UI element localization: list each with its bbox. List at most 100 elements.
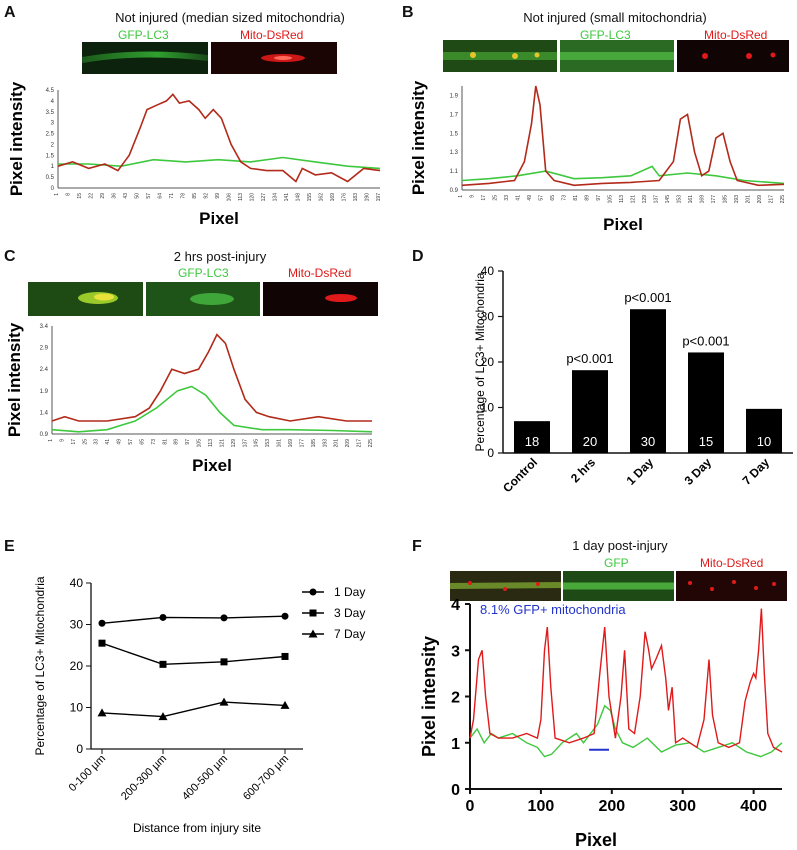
point-square: [159, 660, 167, 668]
x-tick-label: 201: [334, 439, 340, 448]
x-tick-label: 134: [273, 193, 279, 202]
y-tick-label: 1.3: [450, 150, 459, 156]
point-circle: [98, 619, 106, 627]
y-tick-label: 30: [70, 618, 84, 632]
x-tick-label: 169: [288, 439, 294, 448]
x-tick-label: 17: [481, 195, 487, 201]
y-tick-label: 1.5: [46, 153, 55, 159]
x-tick-label: 25: [82, 439, 88, 445]
chart-b: 0.9 1.1 1.3 1.5 1.7 1.9 1 9 17 25 33 41 49 57 65 73 81 89…: [409, 80, 786, 230]
category-label: 2 hrs: [568, 455, 598, 485]
category-label: Control: [500, 455, 540, 495]
y-tick-label: 3.5: [46, 110, 55, 116]
panel-b-mito-caption: Mito-DsRed: [704, 28, 768, 42]
bar-1-day: [630, 309, 666, 453]
gfp-annotation: 8.1% GFP+ mitochondria: [480, 602, 626, 617]
x-tick-label: 129: [231, 439, 237, 448]
chart-f: 0 1 2 3 4 0 100 200 300 400 8.1% GFP+ mitochondria…: [419, 598, 783, 850]
bar-count-label: 20: [583, 434, 597, 449]
x-tick-label: 1: [54, 193, 60, 196]
x-tick-label: 209: [757, 195, 763, 204]
x-tick-label: 41: [516, 195, 522, 201]
y-axis-label: Pixel intensity: [7, 81, 26, 196]
x-tick-label: 50: [135, 193, 141, 199]
panel-a-gfp-caption: GFP-LC3: [118, 28, 169, 42]
x-tick-label: 185: [723, 195, 729, 204]
legend-marker-triangle: [308, 629, 318, 638]
category-label: 200-300 µm: [119, 753, 169, 803]
line-mito-dsred: [57, 93, 381, 183]
panel-a-mito-caption: Mito-DsRed: [240, 28, 304, 42]
x-tick-label: 85: [192, 193, 198, 199]
x-tick-label: 153: [265, 439, 271, 448]
point-circle: [159, 613, 167, 621]
x-tick-label: 145: [254, 439, 260, 448]
x-tick-label: 161: [277, 439, 283, 448]
y-tick-label: 1.5: [450, 131, 459, 137]
panel-b-merge-micrograph: [443, 40, 557, 72]
point-triangle: [158, 712, 168, 721]
y-tick-label: 0: [487, 446, 494, 460]
x-tick-label: 201: [746, 195, 752, 204]
y-tick-label: 30: [481, 310, 495, 324]
x-tick-label: 9: [59, 439, 65, 442]
x-tick-label: 8: [66, 193, 72, 196]
x-tick-label: 113: [208, 439, 214, 447]
y-tick-label: 1.4: [40, 410, 49, 416]
x-tick-label: 64: [158, 193, 164, 199]
panel-f-title: 1 day post-injury: [572, 538, 668, 553]
x-tick-label: 197: [376, 193, 382, 202]
x-tick-label: 193: [734, 195, 740, 204]
y-tick-label: 4: [451, 598, 460, 614]
panel-label-e: E: [4, 538, 15, 555]
chart-d: 0 10 20 30 40 18 Control 20 p<0.001 2 hrs 30 p<0.00…: [473, 264, 793, 495]
y-tick-label: 20: [70, 659, 84, 673]
y-tick-label: 0: [51, 186, 55, 192]
legend-label: 3 Day: [334, 606, 365, 620]
point-square: [281, 652, 289, 660]
y-tick-label: 2.5: [46, 132, 55, 138]
x-tick-label: 153: [677, 195, 683, 204]
x-tick-label: 121: [631, 195, 637, 204]
y-axis-label: Pixel intensity: [409, 80, 428, 195]
line-mito-dsred: [469, 608, 783, 753]
x-tick-label: 33: [504, 195, 510, 201]
chart-e: 0 10 20 30 40 0-100 µm 200-300 µm 400-500 µm 600…: [33, 576, 365, 835]
x-tick-label: 148: [296, 193, 302, 202]
y-tick-label: 0: [451, 782, 460, 799]
panel-b-mito-micrograph: [677, 40, 789, 72]
panel-label-c: C: [4, 248, 16, 265]
panel-c-mito-caption: Mito-DsRed: [288, 266, 352, 280]
panel-c-merge-micrograph: [28, 282, 143, 316]
bar-count-label: 18: [525, 434, 539, 449]
category-label: 400-500 µm: [180, 753, 230, 803]
panel-label-f: F: [412, 538, 422, 555]
line-mito-dsred: [461, 85, 785, 187]
x-tick-label: 65: [550, 195, 556, 201]
x-tick-label: 57: [539, 195, 545, 201]
y-tick-label: 3.4: [40, 324, 49, 330]
x-tick-label: 1: [48, 439, 54, 442]
x-tick-label: 177: [711, 195, 717, 204]
panel-a-mito-micrograph: [211, 42, 337, 74]
category-label: 7 Day: [740, 455, 773, 488]
panel-f-merge-micrograph: [450, 571, 561, 601]
legend-label: 1 Day: [334, 585, 365, 599]
line-3-day: [101, 642, 286, 666]
panel-b-gfp-micrograph: [560, 40, 674, 72]
y-tick-label: 2: [51, 142, 55, 148]
y-tick-label: 1: [451, 736, 460, 753]
x-tick-label: 300: [669, 798, 696, 815]
x-tick-label: 145: [665, 195, 671, 204]
x-tick-label: 217: [769, 195, 775, 204]
x-tick-label: 161: [688, 195, 694, 204]
y-tick-label: 0.9: [450, 188, 459, 194]
panel-f-gfp-micrograph: [563, 571, 674, 601]
y-tick-label: 40: [70, 576, 84, 590]
y-axis-label: Percentage of LC3+ Mitochondria: [473, 272, 487, 451]
x-tick-label: 200: [598, 798, 625, 815]
y-tick-label: 40: [481, 264, 495, 278]
y-tick-label: 4.5: [46, 88, 55, 94]
x-tick-label: 162: [319, 193, 325, 202]
panel-b-title: Not injured (small mitochondria): [523, 10, 707, 25]
